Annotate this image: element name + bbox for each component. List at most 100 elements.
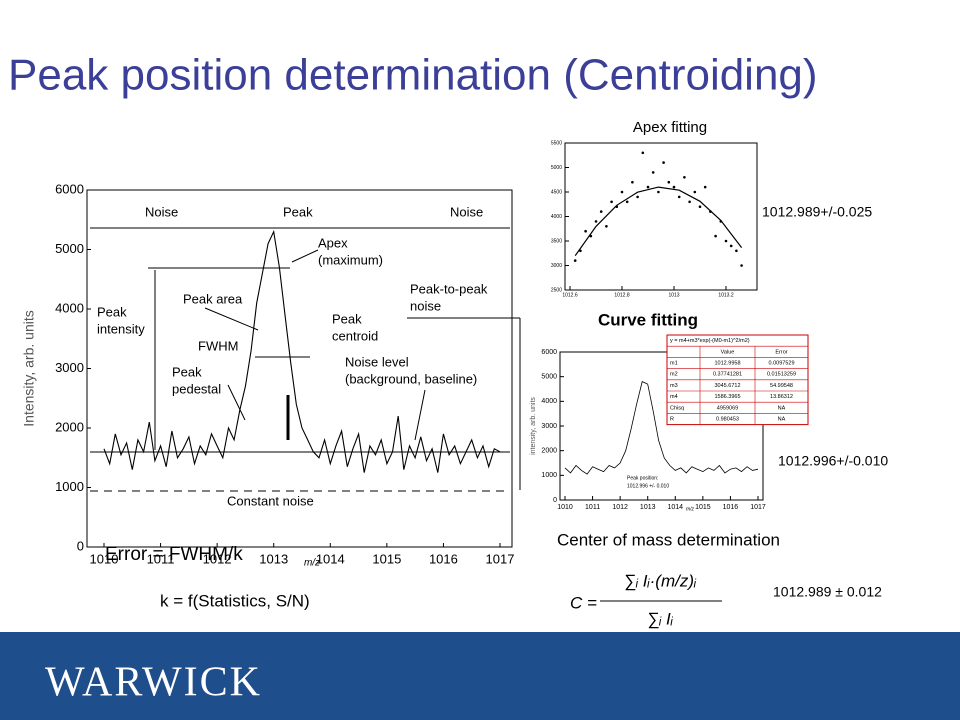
y-tick-label: 6000 xyxy=(55,181,84,196)
footer-band xyxy=(0,632,960,720)
data-point xyxy=(584,229,587,233)
formula-denominator: ∑ᵢ Iᵢ xyxy=(647,609,674,628)
annotation: (maximum) xyxy=(318,252,383,267)
y-tick-label: 6000 xyxy=(541,349,557,356)
x-tick-label: 1010 xyxy=(557,504,573,511)
fit-cell: m4 xyxy=(670,394,678,400)
fit-cell: NA xyxy=(778,405,786,411)
y-tick-label: 3500 xyxy=(551,238,562,244)
x-tick-label: 1012.8 xyxy=(614,292,630,298)
annotation: intensity xyxy=(97,321,145,336)
fit-cell: NA xyxy=(778,416,786,422)
com-title: Center of mass determination xyxy=(557,530,780,549)
fit-cell: 3045.6712 xyxy=(715,383,741,389)
spectrum xyxy=(564,381,759,475)
data-point xyxy=(605,225,608,228)
fit-cell: 4959069 xyxy=(717,405,738,411)
chart-title: Apex fitting xyxy=(633,119,707,136)
data-point xyxy=(688,200,691,204)
annotation: Constant noise xyxy=(227,493,314,508)
x-tick-label: 1013 xyxy=(259,551,288,566)
data-point xyxy=(735,249,738,253)
data-point xyxy=(646,185,650,189)
y-tick-label: 1000 xyxy=(541,472,557,479)
annotation: Noise level xyxy=(345,354,409,369)
data-point xyxy=(620,190,624,194)
formula-lhs: C = xyxy=(570,593,597,612)
apex-result: 1012.989+/-0.025 xyxy=(762,204,872,220)
fit-cell: m3 xyxy=(670,383,678,389)
x-tick-label: 1014 xyxy=(667,504,683,511)
annotation: Peak xyxy=(283,204,313,219)
data-point xyxy=(693,190,697,194)
area-pointer xyxy=(204,307,259,331)
y-axis-label: intensity, arb. units xyxy=(530,397,537,455)
annotation: Peak-to-peak xyxy=(410,281,488,296)
data-point xyxy=(714,234,717,238)
fit-column: Error xyxy=(775,349,787,355)
y-tick-label: 0 xyxy=(77,538,84,553)
x-tick-label: 1012 xyxy=(612,504,628,511)
annotation: Apex xyxy=(318,235,348,250)
y-tick-label: 4000 xyxy=(551,214,562,220)
peak-position: Peak position: xyxy=(627,475,658,481)
y-tick-label: 3000 xyxy=(551,263,562,269)
fit-cell: 1586.3965 xyxy=(715,394,741,400)
fit-cell: m1 xyxy=(670,360,678,366)
peak-position: 1012.996 +/- 0.010 xyxy=(627,483,669,489)
error-text: Error = FWHM/k xyxy=(105,544,243,565)
fit-cell: R xyxy=(670,416,674,422)
y-tick-label: 3000 xyxy=(541,423,557,430)
fit-cell: 0.0097529 xyxy=(769,360,795,366)
x-tick-label: 1013 xyxy=(668,292,679,298)
annotation: Noise xyxy=(450,204,483,219)
slide-title: Peak position determination (Centroiding… xyxy=(8,51,818,100)
annotation: pedestal xyxy=(172,381,221,396)
fit-equation: y = m4+m3*exp(-(M0-m1)^2/m2) xyxy=(670,338,750,344)
x-tick-label: 1016 xyxy=(723,504,739,511)
y-tick-label: 2000 xyxy=(55,419,84,434)
fit-column: Value xyxy=(721,349,735,355)
x-tick-label: 1013 xyxy=(640,504,656,511)
x-tick-label: 1017 xyxy=(486,551,515,566)
annotation: FWHM xyxy=(198,338,238,353)
fit-cell: 0.37741281 xyxy=(713,372,742,378)
data-point xyxy=(599,210,603,213)
data-point xyxy=(724,239,728,243)
data-point xyxy=(573,259,577,262)
y-tick-label: 5000 xyxy=(541,374,557,381)
fit-cell: 13.86312 xyxy=(770,394,793,400)
pedestal-pointer xyxy=(227,384,246,421)
y-tick-label: 5000 xyxy=(55,241,84,256)
x-tick-label: 1016 xyxy=(429,551,458,566)
data-point xyxy=(698,205,702,208)
data-point xyxy=(662,161,665,164)
data-point xyxy=(631,180,634,184)
fit-cell: 0.01513259 xyxy=(767,372,796,378)
data-point xyxy=(740,264,743,267)
x-tick-label: 1012.6 xyxy=(562,292,578,298)
chart-title: Curve fitting xyxy=(598,310,698,329)
data-point xyxy=(625,200,629,204)
y-tick-label: 3000 xyxy=(55,360,84,375)
x-tick-label: 1015 xyxy=(372,551,401,566)
annotation: Noise xyxy=(145,204,178,219)
y-tick-label: 0 xyxy=(553,497,557,504)
fit-curve xyxy=(574,186,743,257)
annotation: (background, baseline) xyxy=(345,371,477,386)
x-axis-label: m/z xyxy=(304,558,320,569)
y-axis-label: Intensity, arb. units xyxy=(21,310,37,426)
fit-cell: 54.99548 xyxy=(770,383,793,389)
noise-pointer xyxy=(414,389,426,441)
y-tick-label: 5500 xyxy=(551,140,562,146)
x-tick-label: 1011 xyxy=(585,504,600,511)
x-tick-label: 1012 xyxy=(203,551,232,566)
curve-result: 1012.996+/-0.010 xyxy=(778,453,888,469)
fit-cell: 1012.9958 xyxy=(715,360,741,366)
spectrum xyxy=(103,229,501,473)
annotation: Peak xyxy=(172,364,202,379)
y-tick-label: 5000 xyxy=(551,165,562,171)
